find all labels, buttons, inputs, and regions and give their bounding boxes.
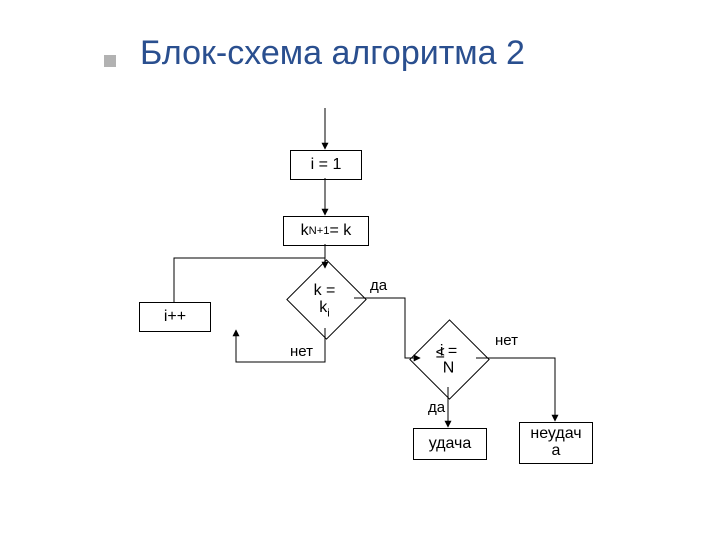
node-cmp-i: i ≤=N bbox=[409, 319, 490, 400]
label-net1: нет bbox=[290, 343, 313, 360]
page-title: Блок-схема алгоритма 2 bbox=[140, 34, 525, 73]
node-ok: удача bbox=[413, 428, 487, 460]
node-cmp-k: k =ki bbox=[286, 259, 367, 340]
node-fail: неудача bbox=[519, 422, 593, 464]
label-net2: нет bbox=[495, 332, 518, 349]
node-assign: kN+1 = k bbox=[283, 216, 369, 246]
label-da2: да bbox=[428, 399, 445, 416]
node-init: i = 1 bbox=[290, 150, 362, 180]
title-bullet-icon bbox=[104, 54, 116, 66]
label-da1: да bbox=[370, 277, 387, 294]
node-incr: i++ bbox=[139, 302, 211, 332]
flowchart-edges bbox=[0, 0, 720, 540]
